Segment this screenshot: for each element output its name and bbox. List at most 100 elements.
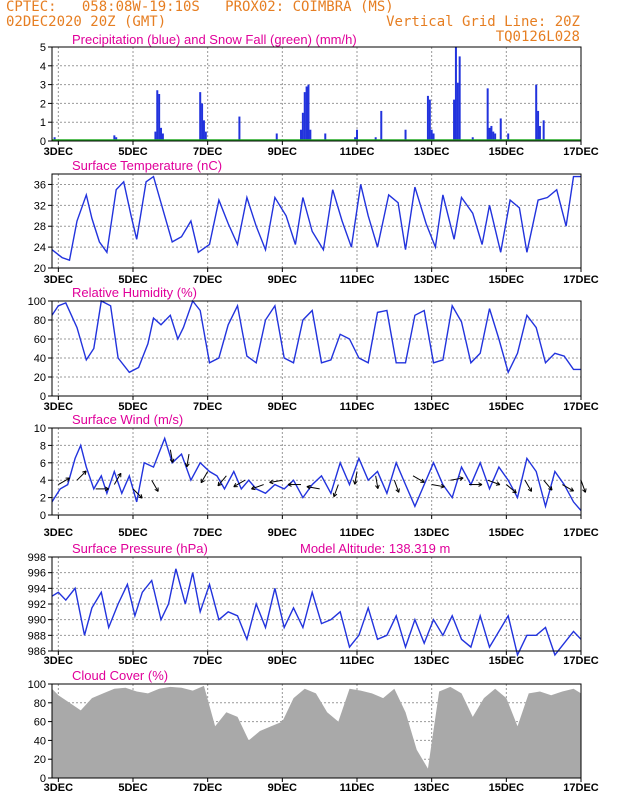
y-tick-label: 998 — [28, 552, 46, 564]
wind-arrow-head — [82, 470, 87, 473]
wind-arrow-head — [269, 479, 273, 483]
x-tick-label: 5DEC — [118, 782, 147, 794]
wind-arrow-head — [67, 477, 71, 482]
panel-4: 986 988 990 992 994 996 998 3DEC 5DEC 7DEC 9DEC 11D… — [28, 541, 599, 667]
panel-frame — [51, 173, 582, 269]
y-tick-label: 0 — [40, 773, 46, 785]
x-tick-label: 13DEC — [414, 782, 450, 794]
wind-arrow — [562, 484, 574, 492]
precipitation-bar — [356, 129, 359, 141]
precipitation-bar — [324, 133, 327, 141]
wind-arrow-head — [512, 491, 517, 494]
x-tick-label: 3DEC — [44, 782, 73, 794]
x-tick-label: 9DEC — [268, 782, 297, 794]
x-tick-label: 7DEC — [193, 527, 222, 539]
wind-arrow-head — [140, 494, 143, 499]
y-tick-label: 60 — [34, 717, 46, 729]
precipitation-bar — [154, 131, 157, 141]
y-tick-label: 3 — [40, 80, 46, 92]
wind-arrow-head — [287, 482, 292, 485]
x-tick-label: 5DEC — [118, 274, 147, 286]
y-tick-label: 80 — [34, 315, 46, 327]
y-tick-label: 28 — [34, 221, 46, 233]
x-tick-label: 17DEC — [563, 401, 599, 413]
wind-arrow-head — [352, 480, 356, 485]
precipitation-bar — [115, 137, 118, 141]
wind-arrow-head — [200, 480, 205, 484]
wind-arrow — [186, 454, 190, 467]
precipitation-bar — [426, 95, 429, 141]
panel-3: 0 2 4 6 8 10 3DEC 5DEC 7DEC 9DEC 11DEC 13DEC 15DEC 17… — [34, 412, 599, 539]
precipitation-bar — [374, 137, 377, 141]
y-tick-label: 80 — [34, 698, 46, 710]
precipitation-bar — [113, 135, 116, 141]
x-tick-label: 9DEC — [268, 401, 297, 413]
x-tick-label: 3DEC — [44, 274, 73, 286]
wind-arrow-head — [306, 484, 311, 488]
wind-arrow-head — [233, 483, 237, 487]
x-tick-label: 13DEC — [414, 527, 450, 539]
y-tick-label: 6 — [40, 458, 46, 470]
y-tick-label: 100 — [28, 679, 46, 691]
wind-arrow — [543, 479, 553, 491]
wind-arrow — [333, 484, 339, 497]
y-tick-label: 40 — [34, 735, 46, 747]
wind-arrow-head — [186, 463, 190, 468]
precipitation-bar — [486, 88, 489, 141]
y-tick-label: 20 — [34, 372, 46, 384]
x-tick-label: 5DEC — [118, 146, 147, 158]
wind-arrow — [132, 488, 143, 499]
y-tick-label: 4 — [40, 475, 46, 487]
wind-arrow-head — [584, 488, 587, 493]
wind-arrow — [412, 475, 425, 483]
precipitation-bar — [490, 125, 493, 141]
precipitation-bar — [204, 131, 207, 141]
cloud-cover-area — [52, 685, 581, 778]
wind-arrow-head — [478, 482, 483, 485]
panel-frame — [51, 46, 582, 142]
y-tick-label: 2 — [40, 493, 46, 505]
precipitation-bar — [538, 125, 541, 141]
precipitation-bar — [160, 127, 163, 141]
y-tick-label: 20 — [34, 754, 46, 766]
y-tick-label: 8 — [40, 440, 46, 452]
wind-arrow-head — [398, 488, 400, 493]
wind-arrow — [151, 479, 159, 492]
y-tick-label: 0 — [40, 136, 46, 148]
panel-2: 0 20 40 60 80 100 3DEC 5DEC 7DEC 9DEC 11DEC 13DEC 15… — [28, 285, 599, 413]
x-tick-label: 13DEC — [414, 274, 450, 286]
wind-arrow-head — [104, 488, 109, 492]
wind-arrow — [375, 475, 379, 489]
precipitation-bar — [535, 84, 538, 141]
wind-arrow-head — [154, 488, 159, 492]
wind-arrow-head — [169, 459, 173, 463]
precipitation-bar — [494, 133, 497, 141]
header-vertical-grid-line: Vertical Grid Line: 20Z — [386, 14, 580, 30]
y-tick-label: 988 — [28, 630, 46, 642]
precipitation-bar — [305, 86, 308, 141]
x-tick-label: 3DEC — [44, 146, 73, 158]
precipitation-bar — [301, 112, 304, 141]
y-tick-label: 994 — [28, 583, 46, 595]
wind-arrow-head — [306, 486, 311, 490]
x-tick-label: 9DEC — [268, 655, 297, 667]
x-tick-label: 17DEC — [563, 782, 599, 794]
y-tick-label: 24 — [34, 242, 46, 254]
precipitation-bar — [404, 129, 407, 141]
wind-arrow — [580, 480, 586, 493]
wind-arrow-head — [375, 485, 379, 489]
panel-title: Surface Wind (m/s) — [72, 412, 183, 427]
wind-arrow — [251, 484, 264, 490]
wind-arrow-head — [333, 493, 338, 498]
y-tick-label: 2 — [40, 98, 46, 110]
panel-annotation: Model Altitude: 138.319 m — [300, 541, 450, 556]
x-tick-label: 5DEC — [118, 527, 147, 539]
wind-arrow-head — [217, 483, 222, 487]
wind-arrow-head — [251, 488, 256, 491]
wind-arrow-head — [104, 486, 109, 490]
precipitation-bar — [507, 133, 510, 141]
wind-arrow — [76, 470, 87, 481]
panel-title: Surface Pressure (hPa) — [72, 541, 208, 556]
